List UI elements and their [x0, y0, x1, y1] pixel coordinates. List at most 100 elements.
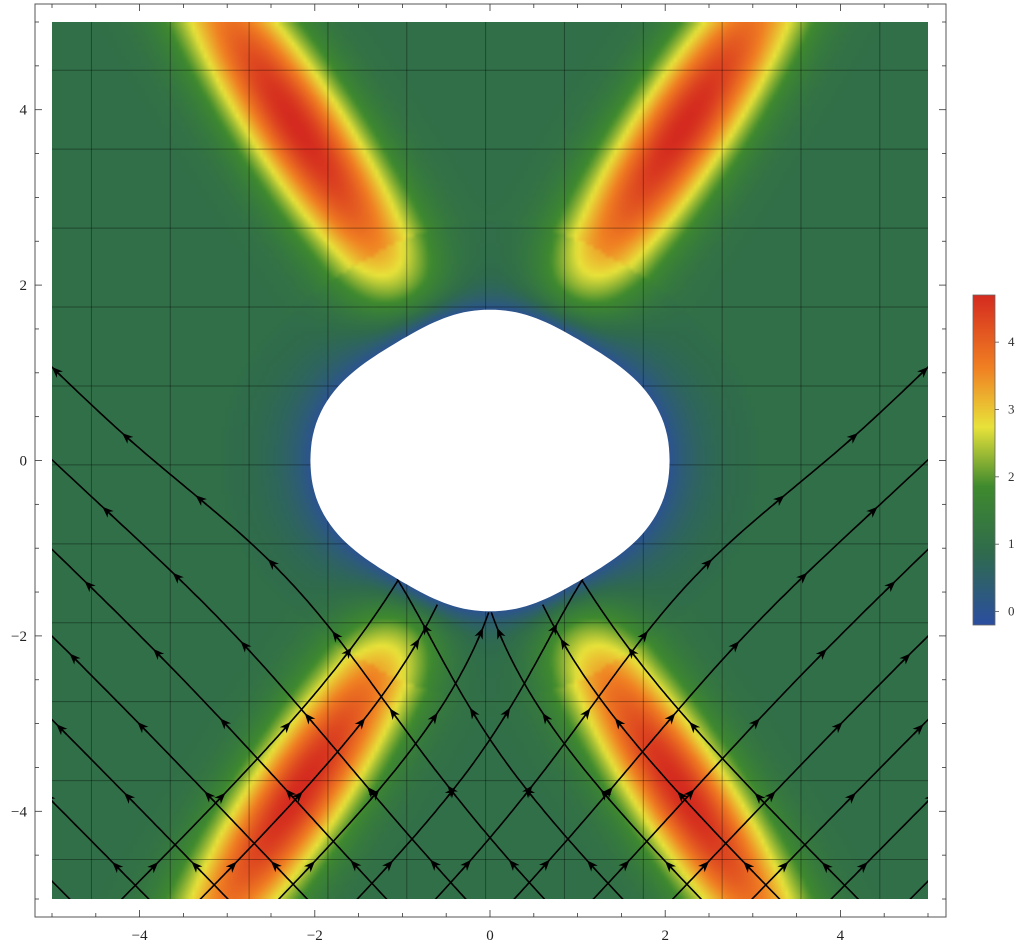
stream-arrow [912, 724, 924, 736]
stream-arrow [496, 627, 506, 642]
stream-arrow [137, 722, 149, 734]
stream-arrow [500, 707, 511, 721]
stream-arrow [112, 862, 124, 874]
stream-arrow [637, 630, 648, 643]
stream-arrow [332, 630, 343, 643]
stream-arrow [614, 718, 626, 730]
stream-arrow [831, 722, 843, 734]
stream-arrow [304, 713, 316, 725]
y-tick-label: 4 [20, 103, 28, 119]
stream-arrow [172, 572, 184, 584]
stream-arrow [917, 366, 928, 378]
stream-arrow [764, 791, 776, 803]
stream-arrow [279, 721, 291, 734]
stream-arrow [580, 708, 591, 721]
stream-arrow [382, 860, 393, 872]
stream-arrow [844, 792, 856, 804]
stream-arrow [522, 785, 533, 798]
plot-area [52, 22, 928, 899]
y-tick-label: −2 [11, 629, 27, 645]
stream-arrow [447, 785, 458, 798]
stream-arrow [427, 712, 438, 725]
stream-line [52, 880, 71, 899]
stream-arrow [884, 581, 896, 593]
x-tick-label: 0 [486, 928, 494, 944]
stream-arrow [602, 786, 613, 799]
colorbar-tick-labels: 0 1 2 3 4 [995, 334, 1015, 619]
stream-arrow [683, 789, 695, 801]
stream-line [490, 612, 703, 899]
x-tick-label: 2 [661, 928, 669, 944]
stream-arrow [240, 641, 252, 653]
stream-line [541, 604, 781, 899]
stream-arrow [664, 713, 676, 725]
stream-arrow [698, 861, 710, 873]
stream-arrow [587, 860, 598, 872]
stream-arrow [191, 861, 203, 873]
colorbar-tick-label: 1 [1008, 536, 1015, 551]
stream-arrow [430, 859, 441, 871]
stream-line [830, 799, 928, 899]
x-tick-label: 4 [837, 928, 845, 944]
stream-arrow [52, 366, 63, 378]
y-tick-label: −4 [11, 804, 27, 820]
stream-arrow [285, 789, 297, 801]
stream-line [356, 578, 584, 899]
stream-arrow [267, 559, 279, 571]
stream-arrow [508, 859, 520, 872]
colorbar-body [972, 294, 996, 626]
colorbar-tick-label: 4 [1008, 334, 1015, 349]
stream-arrow [846, 433, 859, 444]
stream-line [909, 880, 928, 899]
stream-arrow [866, 506, 878, 518]
stream-line [52, 799, 150, 899]
x-tick-labels: −4 −2 0 2 4 [132, 928, 845, 944]
stream-arrow [354, 718, 366, 730]
y-tick-labels: −4 −2 0 2 4 [11, 103, 27, 821]
stream-arrow [69, 653, 81, 665]
y-tick-label: 2 [20, 278, 28, 294]
stream-arrow [270, 861, 282, 873]
y-tick-label: 0 [20, 454, 28, 470]
stream-arrow [547, 623, 558, 637]
stream-arrow [689, 721, 701, 734]
stream-arrow [560, 638, 571, 652]
stream-arrow [102, 506, 114, 518]
excluded-region [310, 309, 670, 612]
axis-ticks [35, 4, 946, 917]
stream-arrow [701, 559, 713, 571]
stream-arrow [304, 861, 315, 873]
stream-arrow [220, 718, 231, 730]
stream-arrow [469, 707, 480, 721]
stream-arrow [147, 862, 159, 874]
stream-arrow [124, 792, 136, 804]
colorbar-tick-label: 0 [1008, 604, 1015, 619]
stream-arrow [796, 572, 808, 584]
stream-arrow [728, 641, 740, 653]
stream-arrow [56, 724, 68, 736]
stream-arrow [225, 861, 237, 873]
stream-arrow [195, 495, 208, 506]
stream-arrow [899, 653, 911, 665]
x-tick-label: −4 [132, 928, 148, 944]
stream-lines [52, 366, 928, 899]
stream-arrow [821, 862, 833, 874]
stream-arrow [422, 623, 433, 637]
stream-line [199, 604, 439, 899]
colorbar-tick-label: 3 [1008, 401, 1015, 416]
stream-arrow [389, 708, 400, 721]
colorbar-tick-label: 2 [1008, 469, 1015, 484]
stream-arrow [749, 718, 760, 730]
stream-arrow [754, 792, 766, 805]
stream-arrow [474, 627, 484, 642]
stream-arrow [856, 862, 868, 874]
stream-arrow [52, 793, 56, 805]
stream-arrow [743, 861, 755, 873]
stream-arrow [777, 861, 789, 873]
stream-arrow [628, 647, 639, 660]
x-tick-label: −2 [307, 928, 323, 944]
stream-arrow [539, 859, 550, 871]
stream-arrow [214, 792, 226, 805]
stream-line [277, 612, 490, 899]
